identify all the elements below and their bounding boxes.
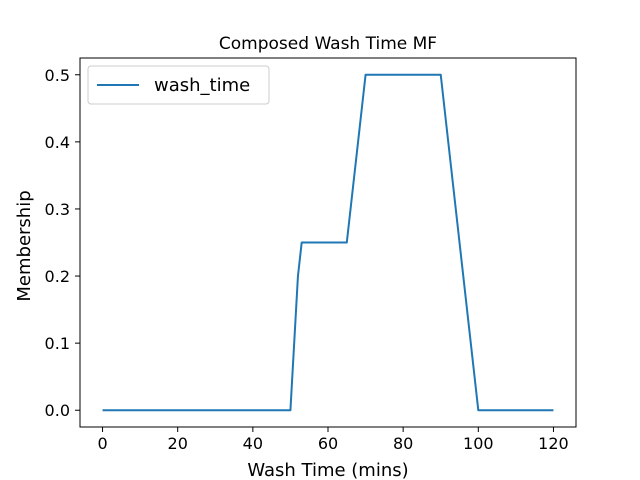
legend-label: wash_time	[154, 75, 250, 96]
x-axis-label: Wash Time (mins)	[247, 460, 408, 480]
legend: wash_time	[87, 65, 270, 105]
x-tick-label: 40	[243, 434, 263, 453]
x-tick-label: 60	[318, 434, 338, 453]
y-tick-label: 0.2	[45, 267, 70, 286]
y-axis-label: Membership	[14, 190, 35, 301]
x-axis: 0 20 40 60 80 100 120	[97, 427, 569, 453]
y-axis: 0.0 0.1 0.2 0.3 0.4 0.5	[45, 66, 80, 420]
y-tick-label: 0.5	[45, 66, 70, 85]
x-tick-label: 0	[97, 434, 107, 453]
chart-title: Composed Wash Time MF	[219, 34, 437, 54]
legend-box	[87, 65, 270, 105]
x-tick-label: 120	[538, 434, 569, 453]
y-tick-label: 0.3	[45, 200, 70, 219]
x-tick-label: 20	[168, 434, 188, 453]
y-tick-label: 0.0	[45, 401, 70, 420]
x-tick-label: 80	[393, 434, 413, 453]
y-tick-label: 0.1	[45, 334, 70, 353]
x-tick-label: 100	[463, 434, 494, 453]
series-line-wash_time	[102, 73, 554, 412]
y-tick-label: 0.4	[45, 133, 70, 152]
